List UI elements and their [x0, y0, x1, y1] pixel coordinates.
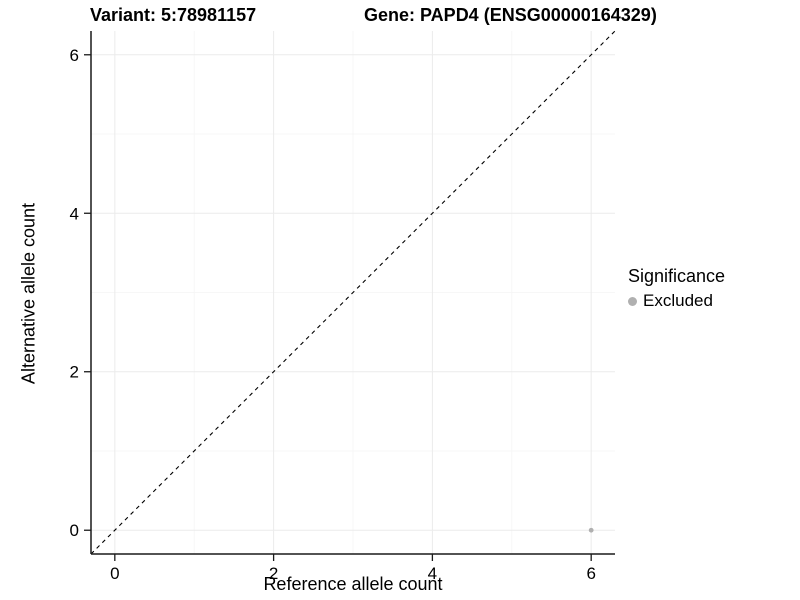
y-axis-title: Alternative allele count — [18, 202, 39, 385]
legend-entry-excluded: Excluded — [628, 291, 725, 311]
x-tick-label: 2 — [269, 564, 278, 583]
x-tick-label: 6 — [586, 564, 595, 583]
legend: Significance Excluded — [628, 266, 725, 311]
y-tick-label: 0 — [70, 521, 79, 540]
variant-title: Variant: 5:78981157 — [90, 5, 257, 25]
gene-title: Gene: PAPD4 (ENSG00000164329) — [364, 5, 657, 25]
x-axis-title: Reference allele count — [263, 574, 443, 594]
data-point — [588, 527, 594, 533]
x-tick-label: 0 — [110, 564, 119, 583]
y-tick-label: 2 — [70, 363, 79, 382]
excluded-point-icon — [628, 296, 637, 306]
y-tick-label: 6 — [70, 46, 79, 65]
y-tick-label: 4 — [70, 204, 79, 223]
legend-entry-label: Excluded — [643, 291, 713, 310]
legend-title: Significance — [628, 266, 726, 286]
identity-reference-line — [90, 30, 616, 555]
x-tick-label: 4 — [428, 564, 437, 583]
